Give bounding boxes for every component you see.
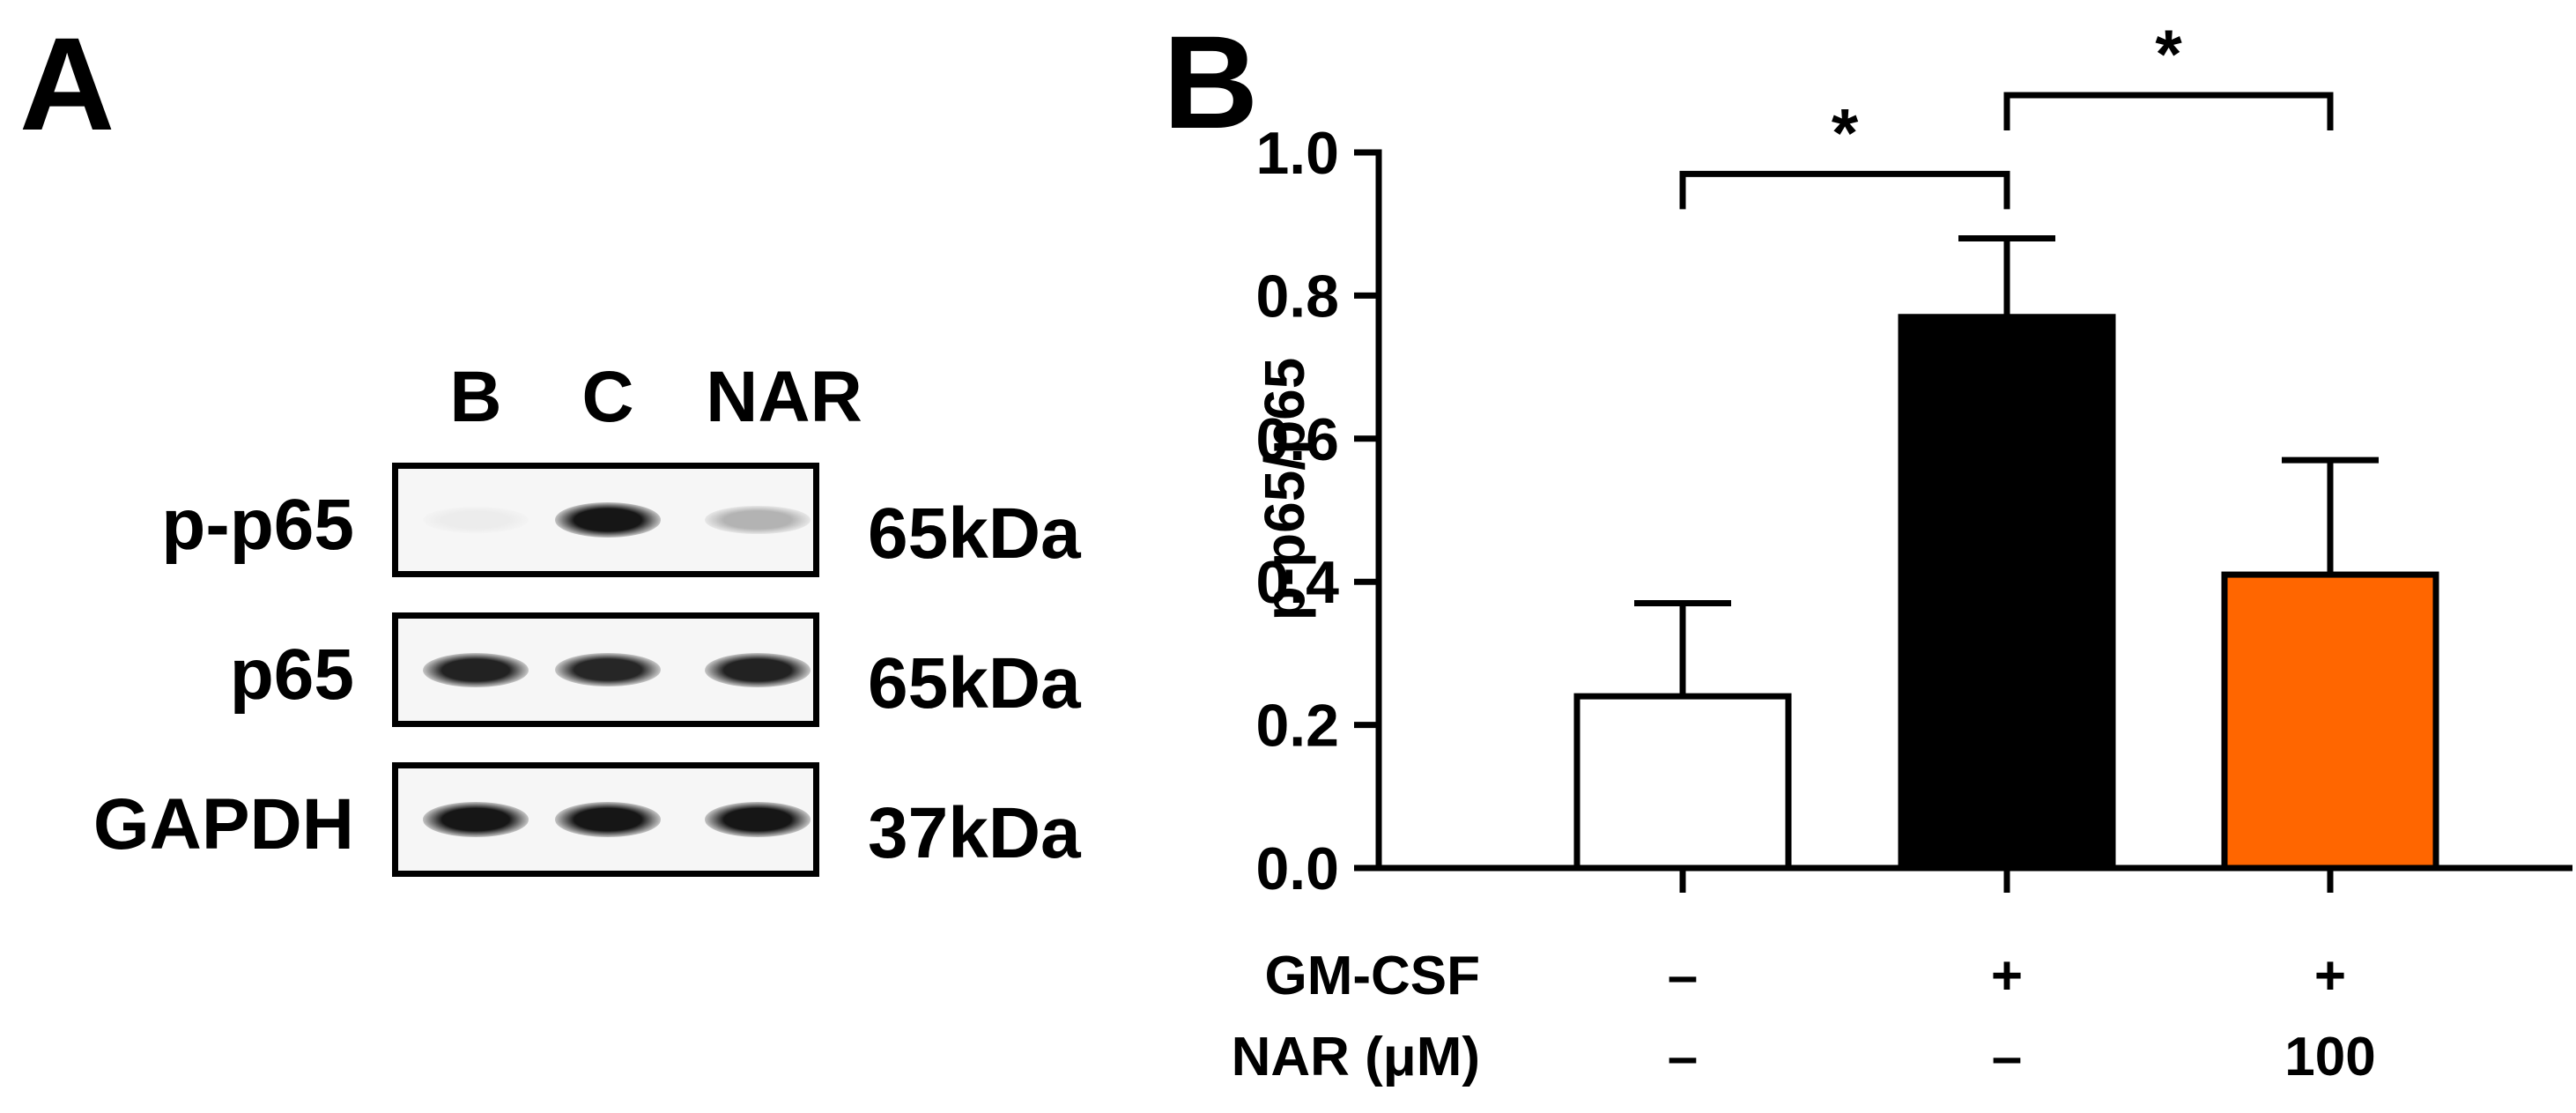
bar-chart: B p-p65/p65 0.00.20.40.60.81.0 ** GM-CSF… <box>1163 8 2572 1087</box>
condition-value: + <box>1991 946 2023 1006</box>
condition-table: GM-CSF – + + NAR (μM) – – 100 <box>1232 946 2376 1087</box>
row-label-p-p65: p-p65 <box>161 485 354 565</box>
significance-bracket <box>2003 92 2334 131</box>
y-ticks: 0.0 0.2 0.4 0.6 0.8 1.0 <box>1255 120 1379 902</box>
bar <box>2221 571 2439 872</box>
lane-label-nar: NAR <box>706 357 862 437</box>
panel-b-letter: B <box>1163 8 1258 156</box>
significance-star: * <box>2155 15 2182 93</box>
condition-value: 100 <box>2284 1027 2375 1087</box>
blot-band <box>555 652 661 687</box>
y-tick-label: 0.2 <box>1255 693 1339 760</box>
condition-value: + <box>2314 946 2346 1006</box>
bar <box>1573 693 1792 872</box>
row-label-gapdh: GAPDH <box>93 784 354 864</box>
bars <box>1573 314 2439 872</box>
y-axis-label: p-p65/p65 <box>1253 358 1316 621</box>
blot-band <box>705 505 811 535</box>
significance-bracket <box>1679 170 2010 210</box>
y-tick-label: 0.6 <box>1255 406 1339 473</box>
condition-value: – <box>1668 1027 1698 1087</box>
condition-value: – <box>1668 946 1698 1006</box>
bar <box>1898 314 2116 872</box>
lane-label-c: C <box>581 357 634 437</box>
row-label-p65: p65 <box>229 634 354 715</box>
condition-label: NAR (μM) <box>1232 1027 1480 1087</box>
kda-label-p65: 65kDa <box>868 643 1081 723</box>
blot-band <box>705 802 811 837</box>
y-tick-label: 0.8 <box>1255 263 1339 330</box>
significance-brackets: ** <box>1679 15 2334 210</box>
error-bars <box>1634 234 2379 697</box>
kda-label-p-p65: 65kDa <box>868 493 1081 574</box>
lane-label-b: B <box>449 357 502 437</box>
blot-band <box>555 802 661 837</box>
y-tick-label: 1.0 <box>1255 120 1339 187</box>
western-blot-panel: B C NAR p-p65 p65 GAPDH 65kDa 65kDa 37kD… <box>0 0 1163 1113</box>
panel-a-letter: A <box>19 10 115 158</box>
y-tick-label: 0.4 <box>1255 549 1339 616</box>
blot-band <box>423 506 529 534</box>
blot-band <box>705 652 811 687</box>
blot-band <box>423 802 529 837</box>
blot-band <box>555 502 661 538</box>
condition-label: GM-CSF <box>1264 946 1480 1006</box>
y-tick-label: 0.0 <box>1255 835 1339 902</box>
condition-value: – <box>1992 1027 2022 1087</box>
kda-label-gapdh: 37kDa <box>868 793 1081 873</box>
blot-band <box>423 652 529 687</box>
significance-star: * <box>1832 93 1859 171</box>
